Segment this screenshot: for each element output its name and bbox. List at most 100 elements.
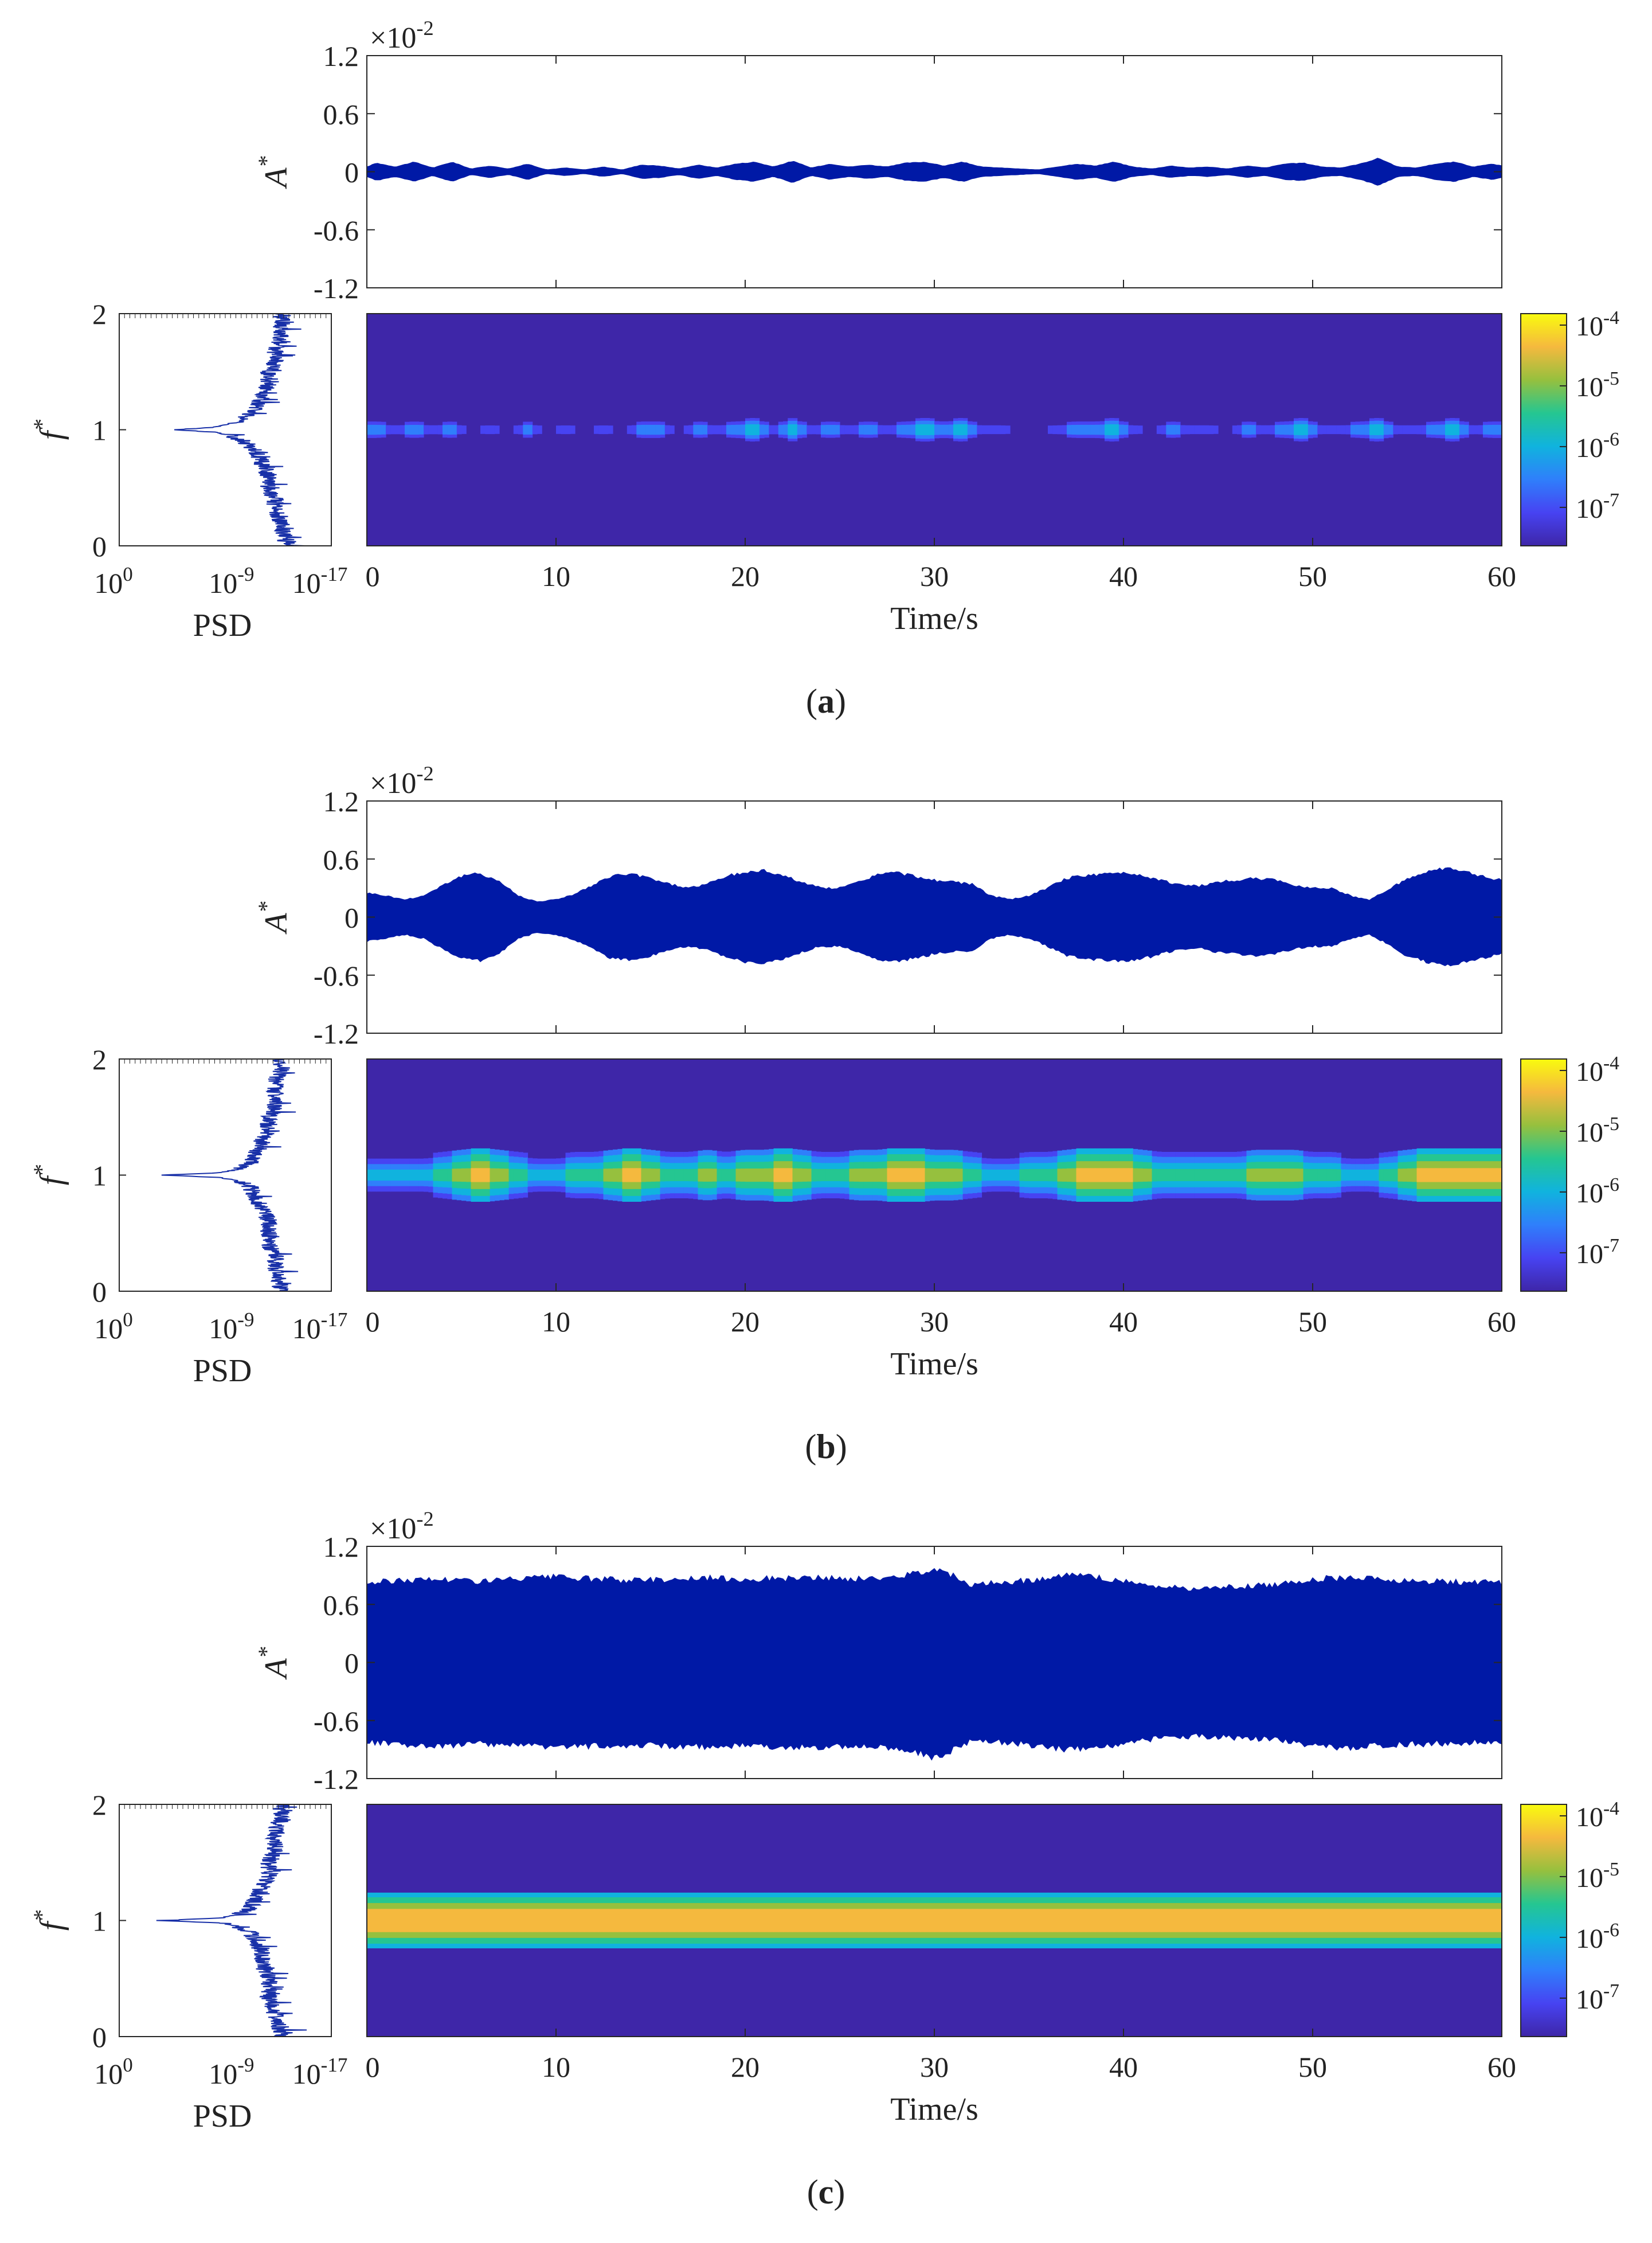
colorbar-tick-label: 10-6 (1576, 429, 1619, 463)
spectrogram-cell (759, 1169, 765, 1182)
spectrogram-cell (1459, 1909, 1465, 1932)
colorbar: 10-4 10-5 10-6 10-7 (1520, 1798, 1619, 2037)
spectrogram-cell (1388, 1169, 1393, 1182)
spectrogram-cell (1242, 1169, 1247, 1182)
spectrogram-cell (414, 425, 420, 435)
spectrogram-cell (1450, 1909, 1455, 1932)
spectrogram-cell (1185, 1909, 1191, 1932)
spectrogram-cell (953, 1169, 958, 1182)
spectrogram-cell (433, 1169, 439, 1181)
spectrogram-cell (433, 425, 439, 435)
psd-xtick-label: 10-17 (292, 2054, 348, 2090)
colorbar-tick-label: 10-7 (1576, 1980, 1619, 2015)
spectrogram-cell (901, 425, 907, 435)
spectrogram-cell (783, 1909, 788, 1932)
spectrogram-cell (371, 1909, 377, 1932)
spectrogram-cell (1431, 1168, 1436, 1182)
spectrogram-cell (1237, 1169, 1242, 1182)
spectrogram-cell (1133, 425, 1138, 435)
spectrogram-cell (925, 1909, 930, 1932)
spectrogram-cell (1232, 1909, 1238, 1932)
spectrogram-cell (1189, 1909, 1195, 1932)
panel-caption: (b) (805, 1428, 847, 1466)
spectrogram-cell (759, 424, 765, 435)
spectrogram-cell (1071, 1168, 1077, 1182)
psd-ytick-label: 2 (92, 298, 107, 330)
spectrogram-cell (428, 1909, 434, 1932)
spectrogram-cell (1364, 424, 1370, 435)
spectrogram-cell (1180, 1909, 1185, 1932)
spectrogram-cell (1029, 1909, 1034, 1932)
psd-ytick-label: 1 (92, 1905, 107, 1937)
spectrogram-cell (1369, 424, 1375, 435)
spectrogram-cell (863, 1169, 869, 1182)
spectrogram-cell (386, 425, 391, 435)
spectrogram-cell (1469, 1909, 1474, 1932)
spectrogram-cell (859, 1169, 864, 1182)
spectrogram-cell (688, 1169, 694, 1182)
spectrogram-cell (424, 1909, 429, 1932)
spectrogram-cell (546, 1909, 552, 1932)
spectrogram-cell (664, 1169, 670, 1182)
spectrogram-cell (471, 1168, 476, 1182)
spectrogram-cell (1019, 1909, 1025, 1932)
spectrogram-xtick-label: 40 (1109, 1306, 1138, 1338)
spectrogram-cell (655, 424, 661, 435)
spectrogram-cell (1426, 1168, 1431, 1182)
spectrogram-cell (390, 1909, 396, 1932)
spectrogram-cell (490, 1909, 495, 1932)
psd-xtick-label: 100 (94, 563, 133, 599)
spectrogram-cell (1024, 1169, 1029, 1181)
spectrogram-cell (598, 1909, 604, 1932)
amplitude-ytick-label: 0.6 (323, 1589, 359, 1621)
spectrogram-cell (825, 425, 831, 435)
spectrogram-cell (1298, 424, 1304, 435)
spectrogram-cell (1185, 425, 1191, 435)
psd-ytick-label: 0 (92, 2021, 107, 2053)
spectrogram-cell (897, 425, 902, 435)
spectrogram-cell (953, 1909, 958, 1932)
spectrogram-cell (1445, 1168, 1450, 1182)
spectrogram-cell (683, 1169, 689, 1181)
spectrogram-cell (906, 424, 911, 435)
spectrogram-cell (1265, 1909, 1271, 1932)
psd-xtick-label: 10-9 (209, 1308, 254, 1345)
spectrogram-cell (807, 425, 812, 435)
spectrogram-cell (920, 424, 926, 435)
spectrogram-cell (367, 1909, 372, 1932)
spectrogram-cell (745, 1909, 750, 1932)
spectrogram-cell (1123, 425, 1129, 435)
spectrogram-cell (1336, 425, 1342, 435)
spectrogram-cell (991, 1169, 996, 1181)
spectrogram-cell (490, 1168, 495, 1182)
spectrogram-cell (565, 1169, 571, 1181)
spectrogram-cell (1218, 1909, 1223, 1932)
spectrogram-cell (551, 1909, 557, 1932)
spectrogram-cell (452, 425, 457, 435)
spectrogram-cell (1099, 424, 1105, 435)
spectrogram-cell (608, 1169, 613, 1182)
spectrogram-cell (1350, 425, 1356, 435)
spectrogram-cell (1426, 1909, 1431, 1932)
spectrogram-xtick-label: 60 (1487, 1306, 1516, 1338)
spectrogram-cell (499, 1909, 504, 1932)
spectrogram-cell (632, 1909, 637, 1932)
spectrogram-cell (565, 1909, 571, 1932)
spectrogram-cell (1166, 425, 1172, 435)
spectrogram-cell (1336, 1169, 1342, 1181)
spectrogram-cell (1185, 1169, 1191, 1181)
spectrogram-cell (1440, 424, 1446, 435)
psd-ytick-label: 0 (92, 530, 107, 562)
spectrogram-cell (967, 1169, 973, 1182)
spectrogram-cell (1275, 425, 1280, 435)
spectrogram-cell (925, 424, 930, 435)
spectrogram-cell (929, 424, 935, 435)
spectrogram-cell (428, 1169, 434, 1181)
spectrogram-cell (721, 1909, 727, 1932)
spectrogram-cell (925, 1168, 930, 1182)
spectrogram-cell (1454, 1909, 1460, 1932)
spectrogram-cell (1114, 424, 1119, 435)
spectrogram-cell (1242, 425, 1247, 435)
spectrogram-cell (1355, 425, 1361, 435)
